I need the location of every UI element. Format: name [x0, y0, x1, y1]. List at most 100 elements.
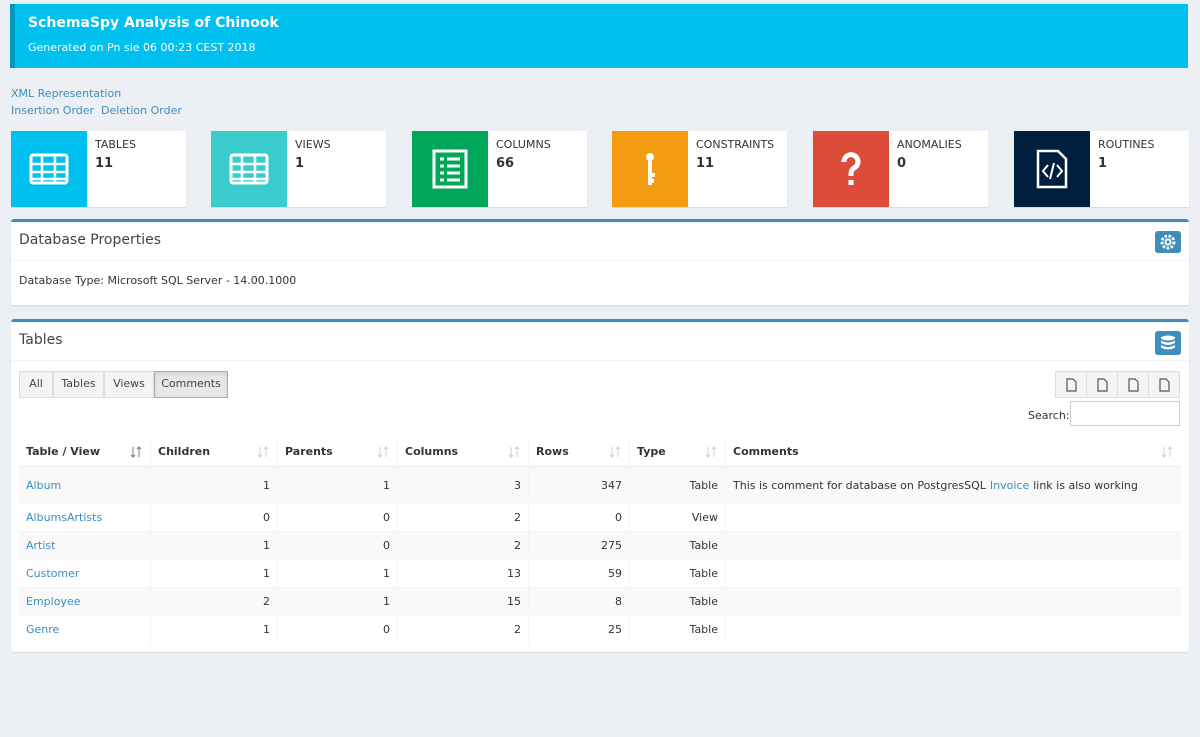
- table-cell: 0: [277, 616, 397, 644]
- comment-text: This is comment for database on Postgres…: [733, 479, 986, 492]
- table-cell: Table: [629, 588, 725, 616]
- table-cell: 1: [277, 468, 397, 504]
- deletion-link[interactable]: Deletion Order: [101, 104, 182, 117]
- cell-value: 0: [615, 511, 622, 524]
- export-button[interactable]: [1055, 371, 1087, 398]
- cell-value: Table: [689, 595, 718, 608]
- db-properties: Database Properties Database Type: Micro…: [11, 219, 1189, 305]
- info-box: ANOMALIES 0: [813, 131, 988, 207]
- settings-button[interactable]: [1155, 231, 1181, 253]
- info-icon: [11, 131, 87, 207]
- column-header[interactable]: Rows: [528, 437, 629, 467]
- search-label: Search:: [1028, 409, 1070, 422]
- header-text: Columns: [405, 445, 459, 458]
- table-cell: 2: [397, 616, 528, 644]
- cell-value: Table: [689, 479, 718, 492]
- header-text: Rows: [536, 445, 569, 458]
- info-icon: [412, 131, 488, 207]
- search-input[interactable]: [1070, 401, 1180, 426]
- title: SchemaSpy Analysis of Chinook: [28, 15, 279, 31]
- table-link[interactable]: Customer: [26, 567, 80, 580]
- table-cell: AlbumsArtists: [19, 504, 150, 532]
- table-link[interactable]: Employee: [26, 595, 81, 608]
- cell-value: 347: [601, 479, 622, 492]
- insertion-link[interactable]: Insertion Order: [11, 104, 95, 117]
- table-cell: 2: [397, 504, 528, 532]
- table-cell: 1: [277, 588, 397, 616]
- table-cell: [725, 560, 1181, 588]
- table-cell: 2: [397, 532, 528, 560]
- cell-value: Table: [689, 539, 718, 552]
- table-link[interactable]: Genre: [26, 623, 60, 636]
- table-cell: 8: [528, 588, 629, 616]
- cell-value: Table: [689, 567, 718, 580]
- header-text: Children: [158, 445, 211, 458]
- column-header[interactable]: Parents: [277, 437, 397, 467]
- info-label: COLUMNS: [496, 138, 551, 151]
- info-value: 0: [897, 156, 907, 171]
- table-cell: 0: [277, 504, 397, 532]
- cell-value: Table: [689, 623, 718, 636]
- cell-value: View: [691, 511, 718, 524]
- table-cell: 275: [528, 532, 629, 560]
- cell-value: 0: [383, 623, 390, 636]
- table-cell: Genre: [19, 616, 150, 644]
- data-table: Table / View Children Parents Columns Rows Ty…: [19, 437, 1181, 737]
- cell-value: 15: [507, 595, 521, 608]
- column-header[interactable]: Table / View: [19, 437, 150, 467]
- cell-value: 3: [514, 479, 521, 492]
- export-button[interactable]: [1086, 371, 1118, 398]
- table-link[interactable]: Album: [26, 479, 62, 492]
- cell-value: 1: [383, 479, 390, 492]
- db-button[interactable]: [1155, 331, 1181, 355]
- info-icon: [612, 131, 688, 207]
- column-header[interactable]: Children: [150, 437, 277, 467]
- cell-value: 0: [383, 511, 390, 524]
- table-cell: [725, 588, 1181, 616]
- table-cell: 0: [528, 504, 629, 532]
- table-cell: 0: [277, 532, 397, 560]
- column-header[interactable]: Columns: [397, 437, 528, 467]
- table-row: AlbumsArtists 0 0 2 0 View: [19, 503, 1181, 532]
- cell-value: 1: [263, 623, 270, 636]
- table-cell: Table: [629, 468, 725, 504]
- cell-value: 1: [263, 479, 270, 492]
- cell-value: 1: [263, 539, 270, 552]
- info-label: ANOMALIES: [897, 138, 962, 151]
- info-icon: [813, 131, 889, 207]
- tables-box: Tables Search: Table / View Children Paren…: [11, 319, 1189, 652]
- cell-value: 2: [514, 511, 521, 524]
- table-link[interactable]: Artist: [26, 539, 56, 552]
- table-cell: [725, 504, 1181, 532]
- filter-button[interactable]: Tables: [53, 371, 104, 398]
- table-row: Customer 1 1 13 59 Table: [19, 559, 1181, 588]
- table-cell: 2: [150, 588, 277, 616]
- column-header[interactable]: Comments: [725, 437, 1181, 467]
- box-title: Tables: [19, 332, 63, 348]
- table-cell: 13: [397, 560, 528, 588]
- table-row: Employee 2 1 15 8 Table: [19, 587, 1181, 616]
- table-cell: Table: [629, 532, 725, 560]
- cell-value: 0: [263, 511, 270, 524]
- table-cell: 347: [528, 468, 629, 504]
- table-cell: [725, 616, 1181, 644]
- info-value: 66: [496, 156, 515, 171]
- db-type: Database Type: Microsoft SQL Server - 14…: [19, 274, 297, 287]
- table-row: Genre 1 0 2 25 Table: [19, 615, 1181, 644]
- filter-button[interactable]: Views: [104, 371, 154, 398]
- table-link[interactable]: AlbumsArtists: [26, 511, 103, 524]
- export-button[interactable]: [1117, 371, 1149, 398]
- info-label: ROUTINES: [1098, 138, 1155, 151]
- xml-link[interactable]: XML Representation: [11, 87, 122, 100]
- column-header[interactable]: Type: [629, 437, 725, 467]
- filter-button[interactable]: Comments: [154, 371, 228, 398]
- table-cell: Table: [629, 616, 725, 644]
- table-cell: 0: [150, 504, 277, 532]
- table-cell: 25: [528, 616, 629, 644]
- table-cell: Artist: [19, 532, 150, 560]
- table-row: Album 1 1 3 347 Table This is comment for data…: [19, 467, 1181, 504]
- export-button[interactable]: [1148, 371, 1180, 398]
- filter-button[interactable]: All: [19, 371, 53, 398]
- comment-link[interactable]: Invoice: [989, 479, 1030, 492]
- table-cell: View: [629, 504, 725, 532]
